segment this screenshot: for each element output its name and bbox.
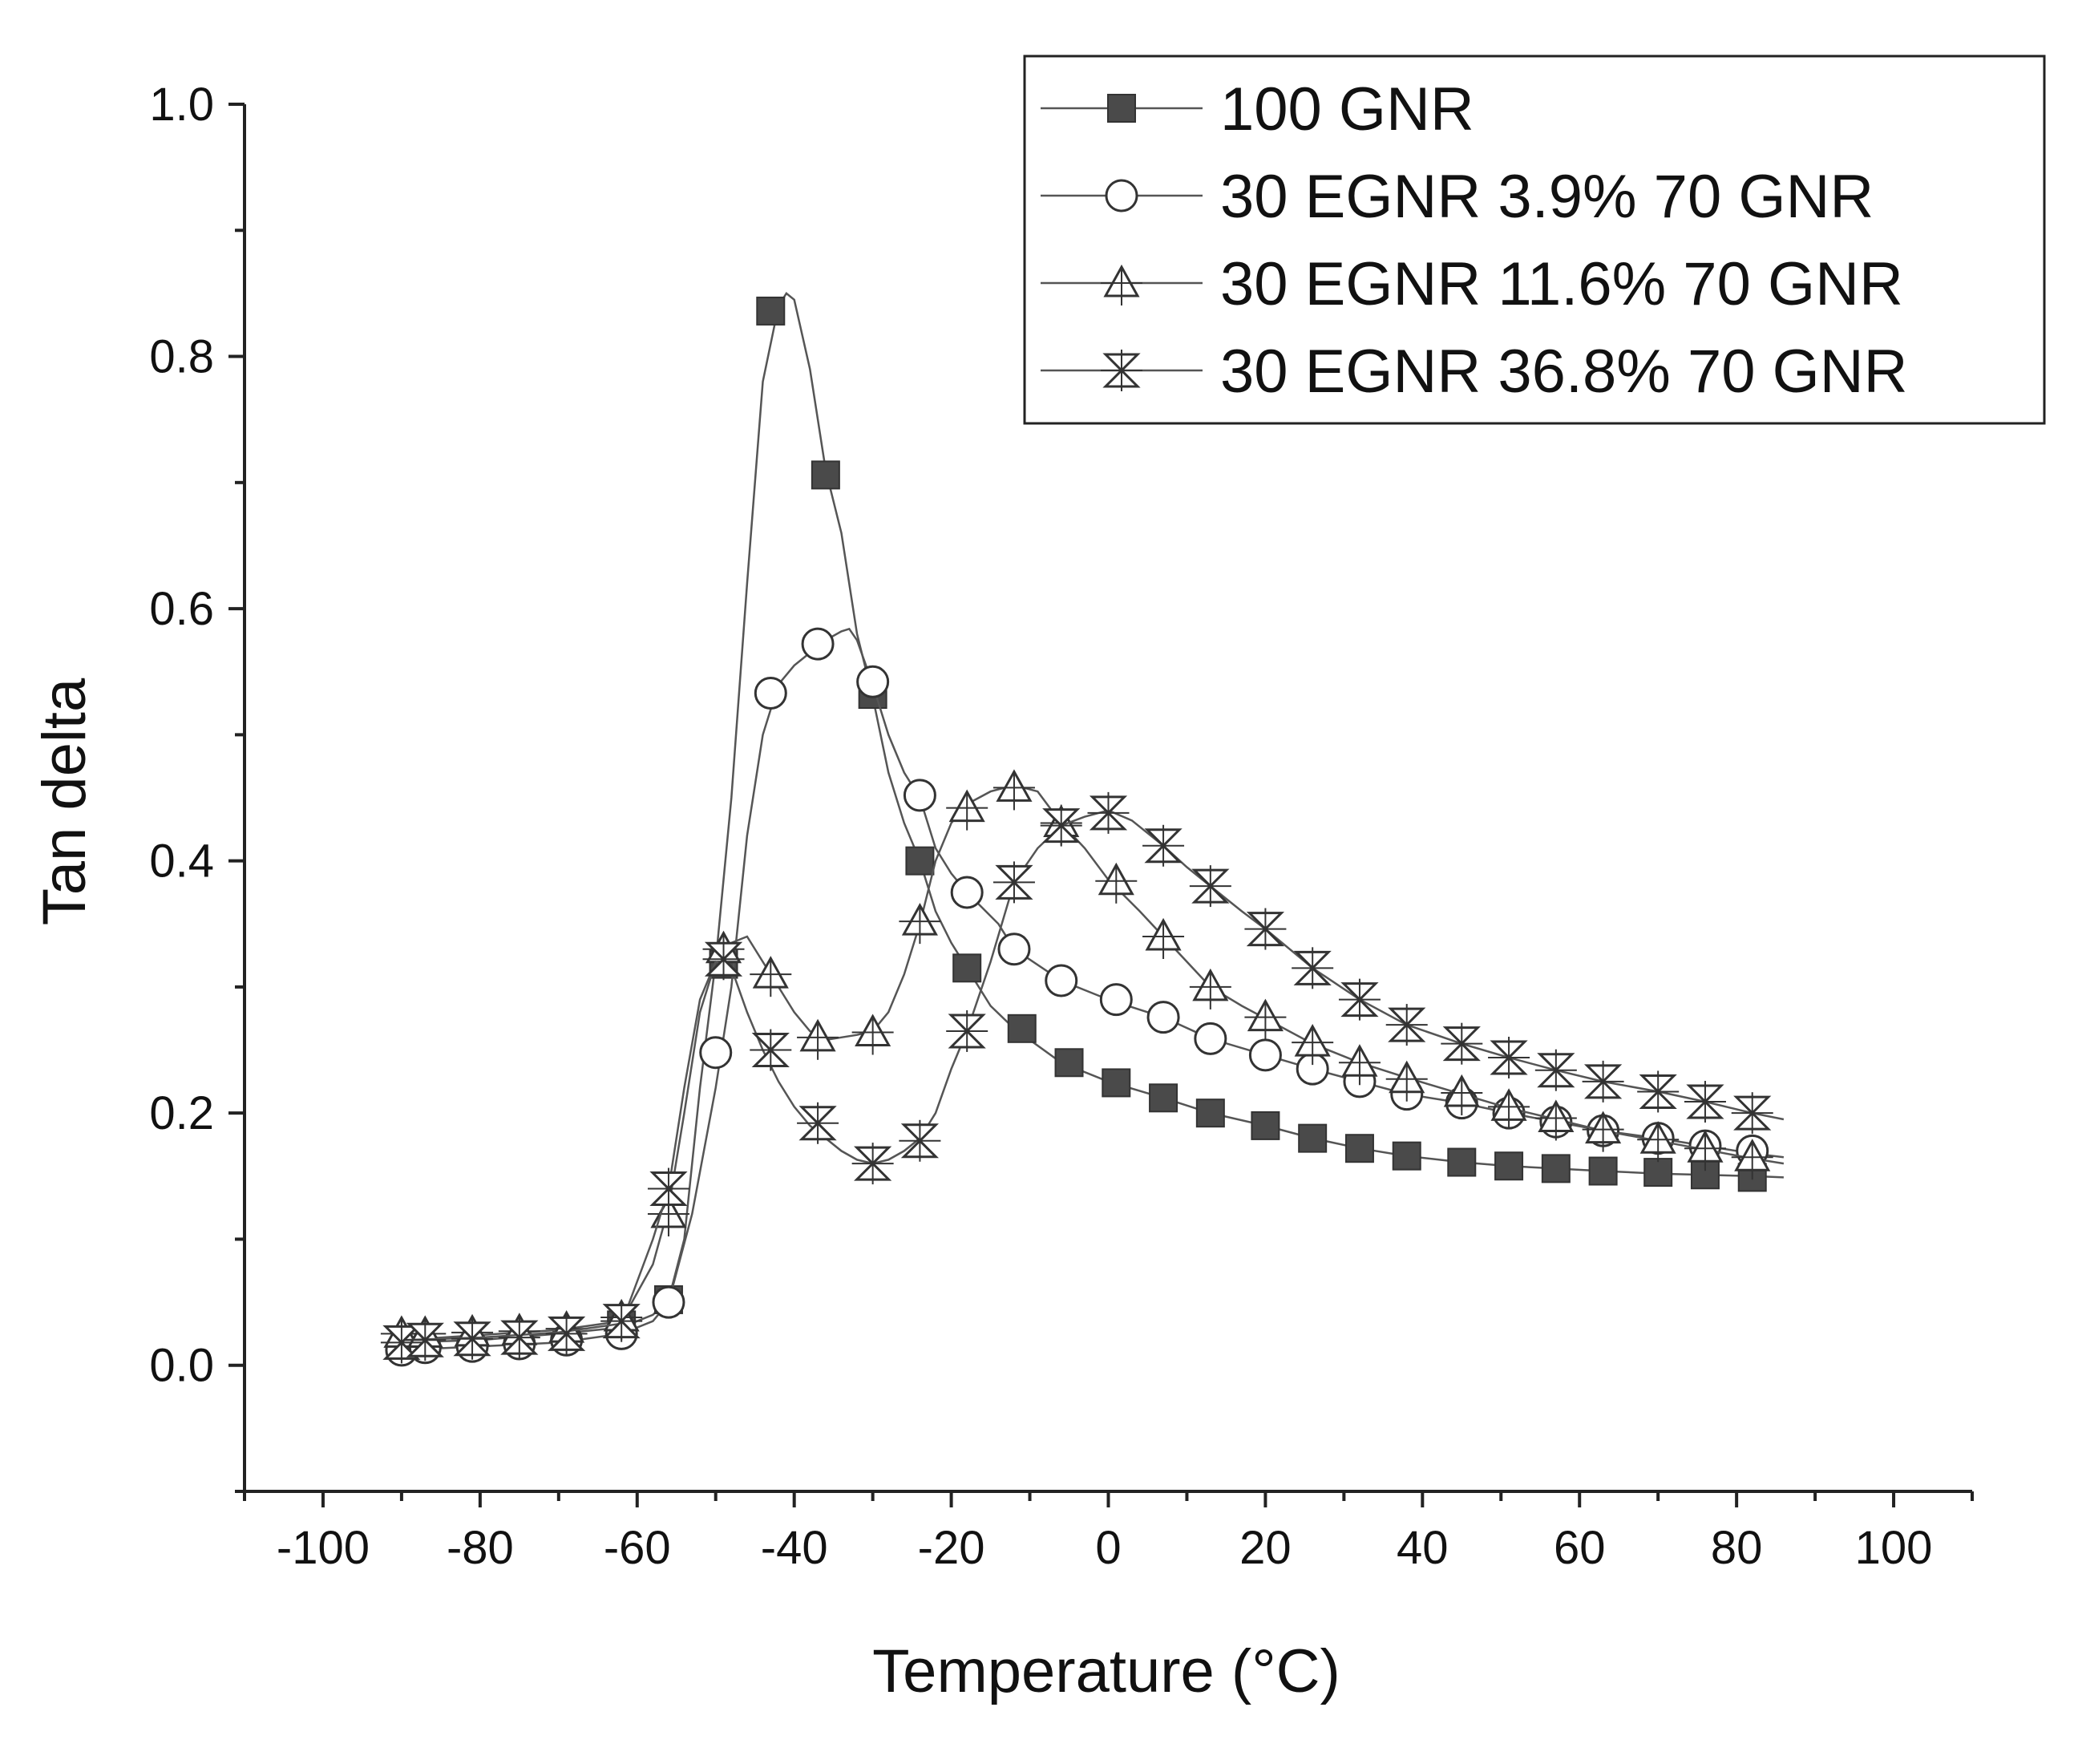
x-tick-label: -20 [918, 1522, 985, 1574]
series-line [401, 627, 1785, 1352]
data-point [1099, 983, 1133, 1017]
data-point [856, 665, 890, 698]
y-axis-title: Tan delta [30, 678, 99, 925]
series-line [401, 292, 1784, 1344]
series-1 [401, 292, 1784, 1344]
legend: 100 GNR 30 EGNR 3.9% 70 GNR 30 EGNR 11.6… [1023, 55, 2046, 425]
data-point [1392, 1141, 1421, 1171]
y-tick-label: 0.0 [149, 1340, 214, 1392]
data-point [1146, 1001, 1180, 1034]
data-point [1588, 1156, 1618, 1186]
data-point [997, 933, 1031, 966]
legend-marker [1105, 179, 1138, 212]
y-tick-label: 0.8 [149, 331, 214, 383]
legend-label-egnr-11-6: 30 EGNR 11.6% 70 GNR [1220, 250, 1903, 318]
legend-box [1023, 55, 2046, 425]
data-point [1494, 1151, 1524, 1181]
series-2 [385, 627, 1785, 1367]
data-point [756, 296, 786, 326]
data-point [811, 460, 840, 490]
legend-marker [1107, 94, 1136, 123]
data-point [652, 1285, 685, 1319]
x-tick-label: 40 [1397, 1522, 1449, 1574]
data-point [903, 779, 936, 812]
y-tick-label: 0.6 [149, 583, 214, 635]
x-tick-label: -40 [761, 1522, 828, 1574]
series-line [401, 784, 1785, 1341]
x-tick-label: -100 [277, 1522, 370, 1574]
x-tick-label: -80 [447, 1522, 514, 1574]
data-point [1447, 1147, 1477, 1177]
y-tick-label: 0.2 [149, 1087, 214, 1139]
data-point [1149, 1083, 1178, 1113]
x-tick-label: 60 [1554, 1522, 1606, 1574]
data-point [905, 846, 935, 876]
data-point [952, 953, 982, 983]
data-point [406, 1322, 444, 1357]
legend-label-100-gnr: 100 GNR [1220, 75, 1474, 144]
data-point [1248, 1038, 1282, 1072]
y-tick-label: 1.0 [149, 79, 214, 131]
data-point [1194, 1022, 1227, 1055]
data-point [754, 676, 787, 710]
legend-label-egnr-36-8: 30 EGNR 36.8% 70 GNR [1220, 338, 1908, 406]
legend-symbols [1041, 94, 1203, 391]
x-tick-label: 80 [1711, 1522, 1763, 1574]
data-point [1643, 1158, 1673, 1187]
x-axis-title: Temperature (°C) [872, 1637, 1340, 1705]
data-point [1344, 1134, 1374, 1163]
data-point [1298, 1123, 1328, 1153]
data-point [1054, 1048, 1084, 1078]
data-point [1251, 1111, 1280, 1140]
data-point [950, 876, 984, 909]
plot-area [380, 292, 1785, 1367]
y-tick-label: 0.4 [149, 835, 214, 888]
legend-label-egnr-3-9: 30 EGNR 3.9% 70 GNR [1220, 163, 1874, 231]
data-point [801, 627, 835, 661]
x-tick-label: 100 [1855, 1522, 1933, 1574]
x-tick-label: -60 [604, 1522, 671, 1574]
data-point [1195, 1098, 1225, 1128]
data-point [1007, 1013, 1037, 1043]
series-4 [380, 791, 1785, 1364]
data-point [1541, 1154, 1571, 1183]
ticks: -100 -80 -60 -40 -20 0 20 40 60 80 100 0.0 0.2 0.4 0.6… [149, 79, 1974, 1574]
x-tick-label: 0 [1095, 1522, 1121, 1574]
x-tick-label: 20 [1239, 1522, 1292, 1574]
data-point [1102, 1068, 1131, 1098]
data-point [1045, 964, 1078, 997]
data-point [699, 1036, 733, 1070]
